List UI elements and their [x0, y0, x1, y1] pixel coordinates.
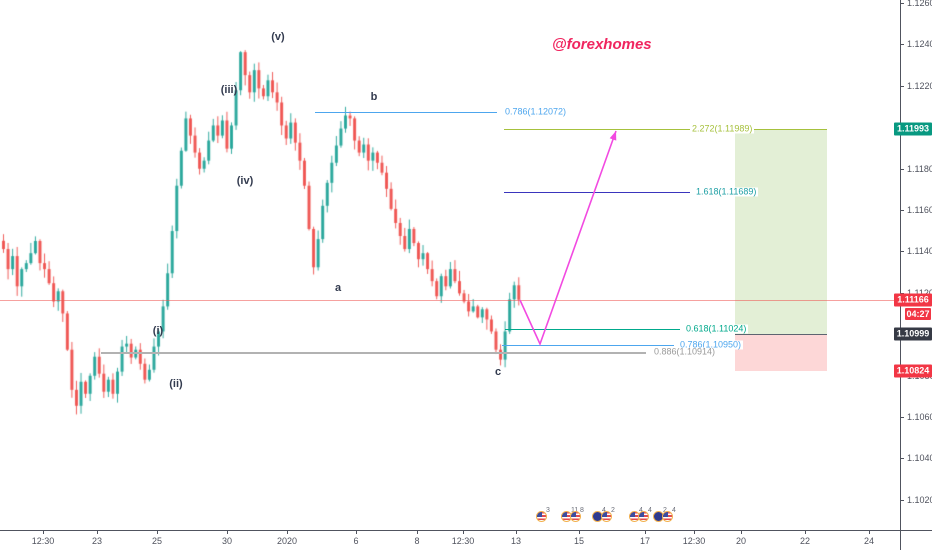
- us-flag-icon[interactable]: [536, 511, 547, 522]
- event-count: 2: [611, 507, 615, 514]
- position-loss-box[interactable]: [735, 334, 827, 371]
- event-count: 8: [580, 507, 584, 514]
- us-flag-icon[interactable]: [601, 511, 612, 522]
- wave-label-(iv)[interactable]: (iv): [236, 175, 254, 187]
- wave-label-c[interactable]: c: [494, 366, 502, 378]
- projection-arrow-path[interactable]: [519, 130, 617, 347]
- candlestick-canvas[interactable]: [0, 0, 900, 530]
- event-count: 4: [639, 507, 643, 514]
- price-axis-line[interactable]: [900, 0, 901, 550]
- event-count: 4: [648, 507, 652, 514]
- wave-label-b[interactable]: b: [370, 91, 378, 103]
- us-flag-icon[interactable]: [570, 511, 581, 522]
- watermark: @forexhomes: [552, 36, 652, 53]
- fib-line-2.272(1.11989)[interactable]: [504, 129, 827, 131]
- fib-line-0.886(1.10914)[interactable]: [101, 351, 646, 354]
- time-axis-line[interactable]: [0, 530, 932, 531]
- event-count: 2: [663, 507, 667, 514]
- wave-label-a[interactable]: a: [334, 282, 342, 294]
- fib-line-0.786(1.10950)[interactable]: [502, 344, 674, 346]
- wave-label-(iii)[interactable]: (iii): [220, 84, 238, 96]
- us-flag-icon[interactable]: [638, 511, 649, 522]
- position-entry-line[interactable]: [735, 334, 827, 336]
- event-count: 11: [571, 507, 578, 514]
- fib-line-0.618(1.11024)[interactable]: [505, 329, 680, 331]
- projection-arrowhead: [609, 131, 617, 141]
- event-count: 4: [672, 507, 676, 514]
- wave-label-(ii)[interactable]: (ii): [169, 378, 183, 390]
- fib-line-0.786(1.12072)[interactable]: [315, 112, 497, 114]
- event-count: 4: [602, 507, 606, 514]
- fib-line-1.618(1.11689)[interactable]: [504, 191, 690, 193]
- us-flag-icon[interactable]: [662, 511, 673, 522]
- event-count: 3: [546, 507, 550, 514]
- wave-label-(v)[interactable]: (v): [271, 31, 285, 43]
- wave-label-(i)[interactable]: (i): [152, 325, 164, 337]
